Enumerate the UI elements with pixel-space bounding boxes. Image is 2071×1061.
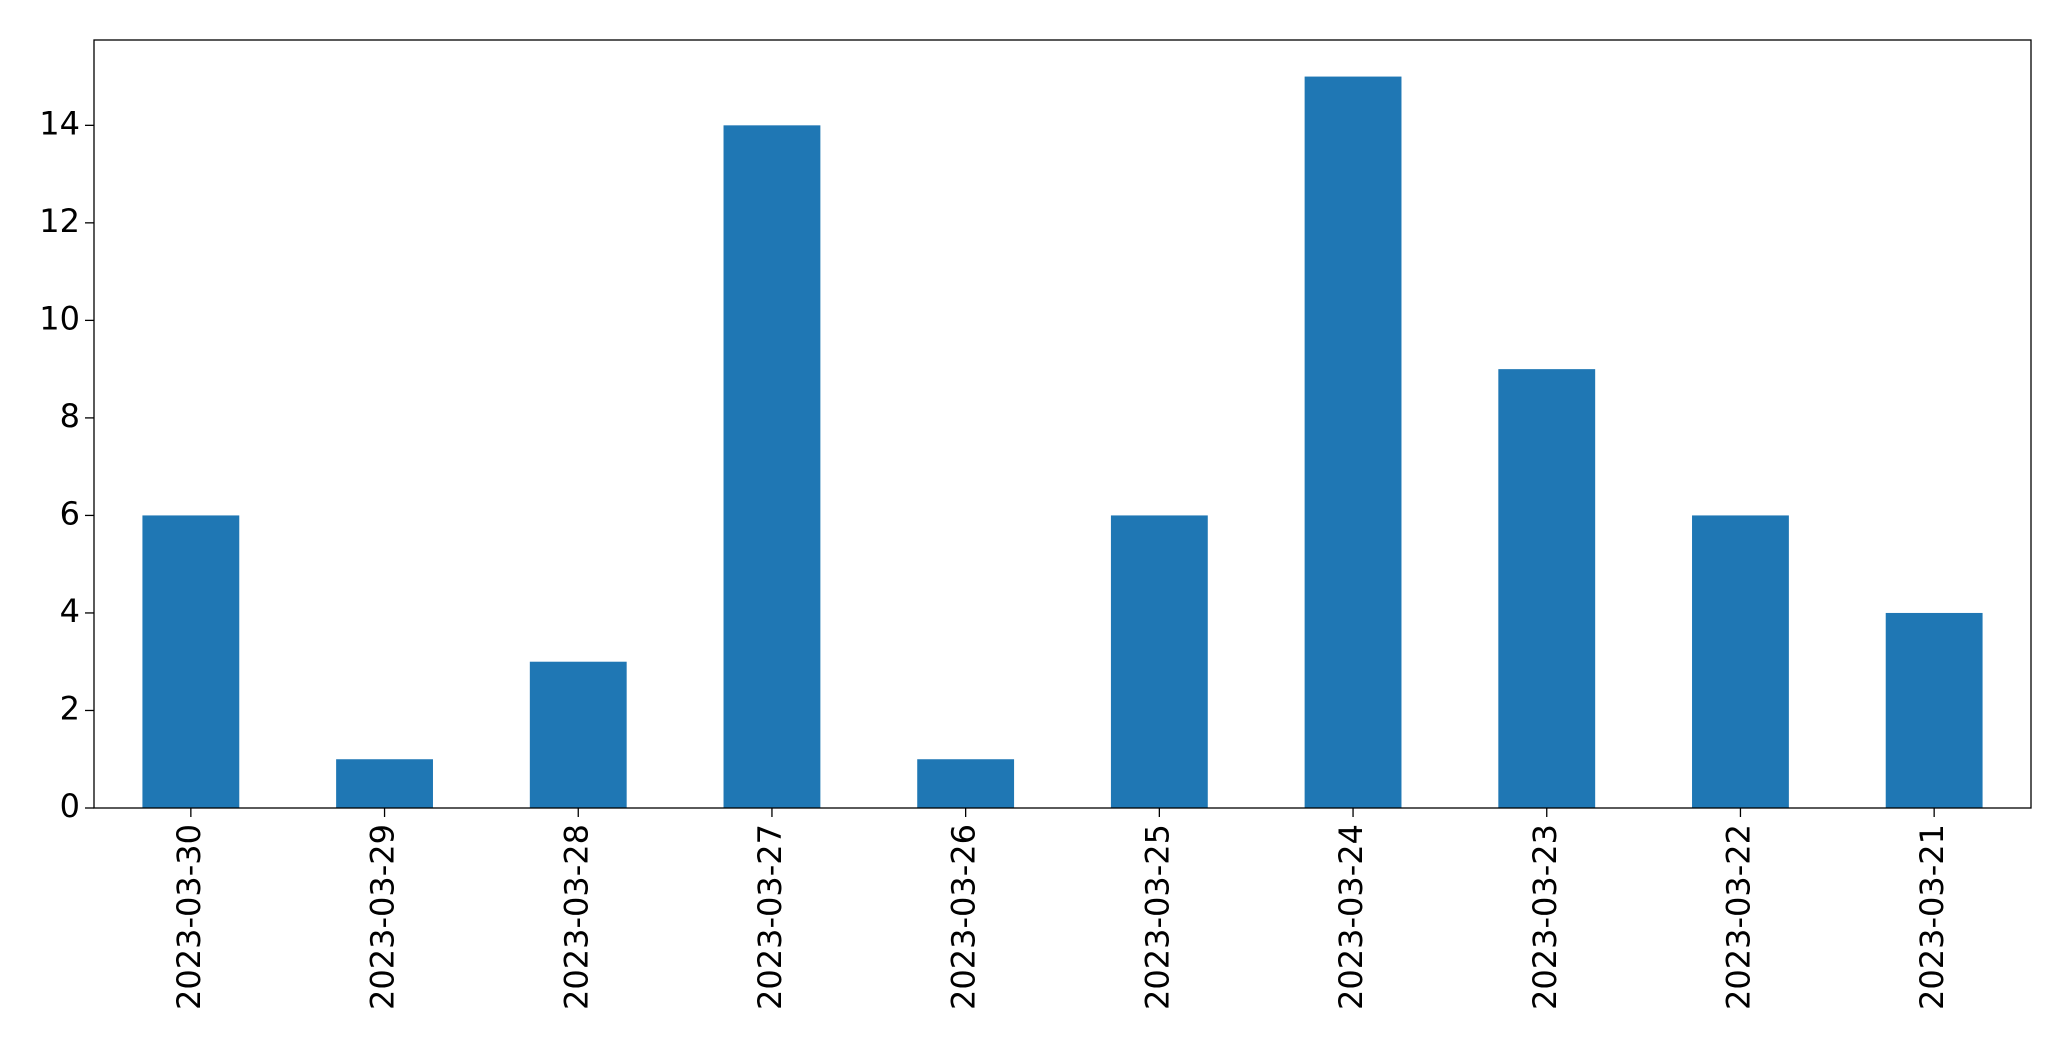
x-tick-label: 2023-03-21 [1913,824,1951,1010]
x-tick-label: 2023-03-30 [170,824,208,1010]
bar [1304,76,1402,809]
bar [529,661,627,808]
y-tick-label: 2 [60,689,80,727]
y-tick-label: 0 [60,787,80,825]
x-tick-label: 2023-03-22 [1719,824,1757,1010]
plot-frame [93,39,2032,809]
bar [917,759,1015,808]
x-tick-label: 2023-03-29 [364,824,402,1010]
x-tick-label: 2023-03-28 [557,824,595,1010]
x-tick-label: 2023-03-25 [1138,824,1176,1010]
y-tick-label: 14 [39,104,80,142]
bar [723,125,821,809]
bar [1110,515,1208,808]
bar [1498,369,1596,808]
bar [336,759,433,808]
x-tick-label: 2023-03-23 [1526,824,1564,1010]
y-tick-label: 6 [60,494,80,532]
y-tick-label: 12 [39,202,80,240]
bar [1692,515,1789,808]
y-tick-label: 4 [60,592,80,630]
bar [1885,612,1983,808]
x-tick-label: 2023-03-26 [945,824,983,1010]
y-tick-label: 8 [60,397,80,435]
x-tick-label: 2023-03-27 [751,824,789,1010]
x-tick-label: 2023-03-24 [1332,824,1370,1010]
bar [142,515,240,808]
y-tick-label: 10 [39,299,80,337]
